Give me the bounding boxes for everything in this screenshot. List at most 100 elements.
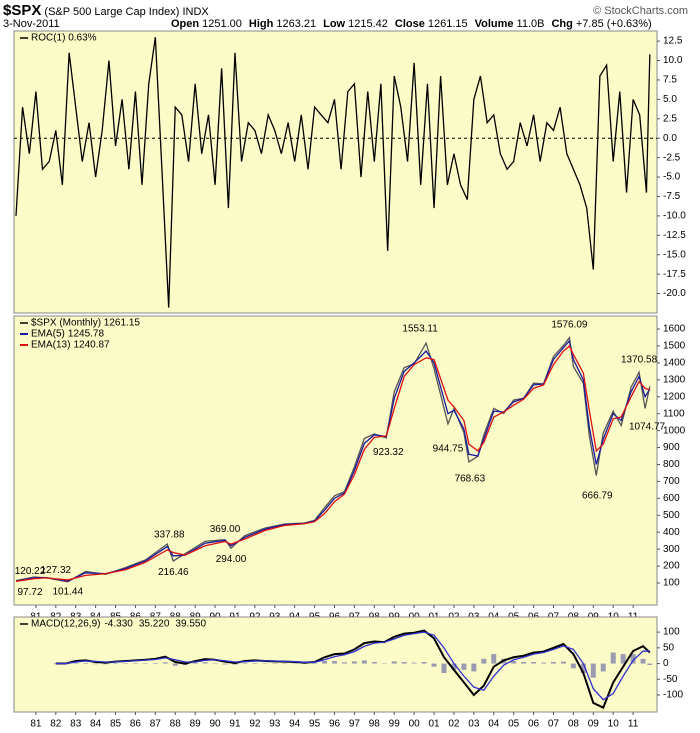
histogram-bar [391,661,397,664]
series-line [15,339,651,582]
x-tick-label: 94 [289,719,301,730]
histogram-bar [262,663,268,665]
histogram-bar [570,663,576,669]
symbol: $SPX [3,2,42,19]
x-tick-label: 07 [548,719,560,730]
histogram-bar [610,652,616,664]
y-tick-label: 1000 [663,425,686,436]
y-tick-label: 900 [663,442,680,453]
quote: Open 1251.00 High 1263.21 Low 1215.42 Close 126… [171,18,659,30]
y-tick-label: 12.5 [663,36,683,47]
annotation: 97.72 [17,587,42,598]
legend-value: 39.550 [175,619,206,630]
y-tick-label: 5.0 [663,94,677,105]
title-row: $SPX (S&P 500 Large Cap Index) INDX © St… [3,2,688,19]
legend-value: 1240.87 [73,340,110,351]
histogram-bar [541,662,547,664]
x-tick-label: 96 [329,719,341,730]
annotation: 1370.58 [621,355,658,366]
annotation: 101.44 [52,586,83,597]
quote-value: 11.0B [516,18,545,30]
x-tick-label: 82 [50,719,62,730]
y-tick-label: 1100 [663,408,685,419]
histogram-bar [172,663,178,666]
histogram-bar [132,663,138,664]
annotation: 216.46 [158,567,189,578]
x-tick-label: 90 [209,719,221,730]
y-tick-label: -20.0 [663,288,686,299]
x-tick-label: 85 [110,719,122,730]
quote-label: Low [323,18,346,30]
histogram-bar [531,661,537,664]
histogram-bar [242,662,248,664]
annotation: 768.63 [455,473,486,484]
y-tick-label: 1400 [663,358,686,369]
histogram-bar [103,663,109,665]
histogram-bar [302,663,308,665]
x-tick-label: 09 [588,719,600,730]
y-tick-label: 300 [663,544,680,555]
annotation: 1074.77 [629,422,666,433]
histogram-bar [282,663,288,665]
legend-value: 35.220 [139,619,170,630]
annotation: 127.32 [41,565,72,576]
histogram-bar [461,663,467,670]
panel [13,30,658,314]
annotation: 337.88 [154,529,185,540]
panel-title: ROC(1) 0.63% [31,33,97,44]
panel-title: MACD(12,26,9) [31,619,100,630]
quote-row: 3-Nov-2011 Open 1251.00 High 1263.21 Low 1215… [3,18,688,30]
quote-value: 1251.00 [202,18,242,30]
y-tick-label: 200 [663,561,680,572]
quote-label: High [248,18,274,30]
histogram-bar [441,663,447,673]
x-tick-label: 11 [628,719,639,730]
series-line [15,344,651,582]
index-name: (S&P 500 Large Cap Index) [44,6,180,18]
y-tick-label: 1300 [663,374,686,385]
legend-name: EMA(13) [31,340,70,351]
quote-value: 1215.42 [348,18,388,30]
histogram-bar [421,661,427,664]
histogram-bar [212,663,218,665]
histogram-bar [122,663,128,664]
histogram-bar [162,662,168,664]
annotation: 1576.09 [551,320,588,331]
x-tick-label: 01 [428,719,440,730]
legend-name: EMA(5) [31,329,65,340]
legend-value: 1245.78 [68,329,105,340]
copyright: © StockCharts.com [593,5,688,17]
histogram-bar [640,658,646,664]
histogram-bar [600,663,606,672]
quote-label: Close [394,18,425,30]
histogram-bar [371,661,377,664]
histogram-bar [491,654,497,664]
exchange: INDX [182,6,209,18]
annotation: 666.79 [582,491,613,502]
histogram-bar [292,663,298,665]
x-tick-label: 81 [30,719,42,730]
x-tick-label: 03 [468,719,480,730]
x-tick-label: 92 [249,719,261,730]
date: 3-Nov-2011 [3,18,60,30]
histogram-bar [560,661,566,664]
histogram-bar [351,661,357,664]
histogram-bar [451,663,457,670]
y-tick-label: 2.5 [663,113,677,124]
y-tick-label: -10.0 [663,211,686,222]
histogram-bar [341,662,347,664]
histogram-bar [431,663,437,667]
y-tick-label: 0 [663,658,669,669]
y-tick-label: 0.0 [663,133,677,144]
histogram-bar [83,662,89,664]
x-tick-label: 08 [568,719,580,730]
x-tick-label: 02 [448,719,460,730]
histogram-bar [381,663,387,665]
y-tick-label: -7.5 [663,191,681,202]
quote-value: 1263.21 [276,18,317,30]
x-tick-label: 87 [150,719,162,730]
y-tick-label: -50 [663,674,678,685]
quote-value: 1261.15 [427,18,468,30]
histogram-bar [647,663,653,665]
series-line [15,37,651,308]
